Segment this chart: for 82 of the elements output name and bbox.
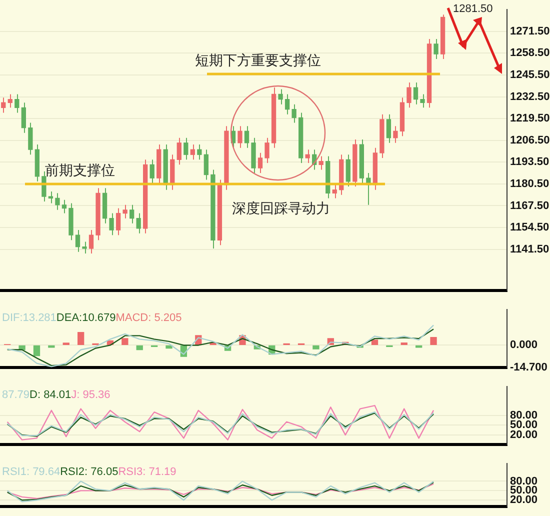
candlestick	[75, 230, 80, 252]
y-tick-label: 50.00	[510, 419, 538, 432]
y-tick-label: 1167.50	[510, 200, 550, 212]
y-tick-label: 1154.50	[510, 222, 550, 234]
candlestick	[55, 192, 60, 210]
y-tick-label: 1271.50	[510, 25, 550, 38]
candlestick	[1, 97, 6, 114]
candlestick	[258, 152, 263, 174]
candlestick	[82, 241, 87, 254]
y-tick-label: 0.000	[510, 339, 538, 352]
candlestick	[238, 126, 242, 148]
y-tick-label: 1219.50	[510, 112, 550, 125]
candlestick	[184, 137, 188, 160]
bar	[77, 332, 84, 346]
candlestick	[278, 88, 283, 105]
y-tick-label: 1180.50	[510, 178, 550, 190]
candlestick	[88, 230, 94, 254]
candlestick	[197, 144, 202, 160]
series-label: D: 84.01	[30, 389, 72, 402]
candlestick	[204, 149, 209, 180]
series-label: RSI2: 76.05	[60, 466, 118, 478]
candlestick	[292, 104, 296, 124]
candlestick	[109, 212, 114, 236]
bar	[400, 342, 408, 346]
candlestick	[28, 122, 33, 156]
bar	[166, 345, 172, 349]
candlestick	[129, 204, 134, 224]
annotation: 1281.50	[453, 3, 493, 16]
candlestick	[434, 38, 438, 60]
candlestick	[176, 137, 182, 166]
bar	[430, 337, 437, 346]
candlestick	[264, 137, 270, 164]
candlestick	[244, 126, 250, 148]
y-tick-label: 20.00	[510, 494, 538, 506]
bar	[312, 345, 320, 350]
candlestick	[190, 144, 195, 160]
series-label: J: 95.36	[71, 389, 110, 402]
y-tick-label: 80.00	[510, 409, 538, 422]
series-label: DEA:10.679	[56, 312, 116, 324]
candlestick	[21, 102, 26, 134]
bar	[62, 342, 70, 346]
candlestick	[386, 114, 392, 144]
candlestick	[420, 94, 425, 108]
candlestick	[150, 159, 154, 184]
candlestick	[406, 82, 412, 108]
y-tick-label: 1258.50	[510, 47, 550, 60]
annotation: 深度回踩寻动力	[232, 200, 330, 216]
bar	[371, 340, 378, 346]
candlestick	[393, 126, 398, 144]
series-label: RSI1: 79.64	[2, 466, 60, 478]
ref-line-label: 前期支撑位	[45, 162, 115, 178]
candlestick	[8, 94, 12, 108]
candlestick	[346, 154, 350, 187]
ref-line-label: 短期下方重要支撑位	[195, 52, 321, 68]
text: DIF:13.281	[2, 312, 56, 324]
candlestick	[136, 212, 141, 234]
candlestick	[48, 190, 54, 204]
candlestick	[305, 149, 310, 164]
y-tick-label: 1206.50	[510, 134, 550, 146]
series-label: MACD: 5.205	[116, 312, 182, 324]
candlestick	[62, 199, 67, 214]
bar	[122, 338, 128, 346]
y-tick-label: 20.00	[510, 428, 538, 441]
series-label: RSI3: 71.19	[118, 466, 176, 478]
candlestick	[413, 82, 418, 105]
bar	[415, 345, 422, 348]
y-tick-label: 1141.50	[510, 243, 550, 256]
candlestick	[116, 208, 121, 236]
bar	[48, 345, 55, 348]
candlestick	[332, 184, 337, 199]
bar	[136, 345, 143, 350]
candlestick	[284, 94, 290, 115]
candlestick	[318, 156, 324, 170]
candlestick	[122, 204, 128, 219]
text: 87.79	[2, 389, 30, 402]
y-tick-label: 1245.50	[510, 69, 550, 82]
candlestick	[14, 94, 20, 114]
y-tick-label: 1193.50	[510, 156, 550, 168]
y-tick-label: 1232.50	[510, 90, 550, 103]
bar	[33, 345, 40, 356]
y-tick-label: -14.700	[510, 361, 548, 374]
candlestick	[42, 170, 46, 202]
